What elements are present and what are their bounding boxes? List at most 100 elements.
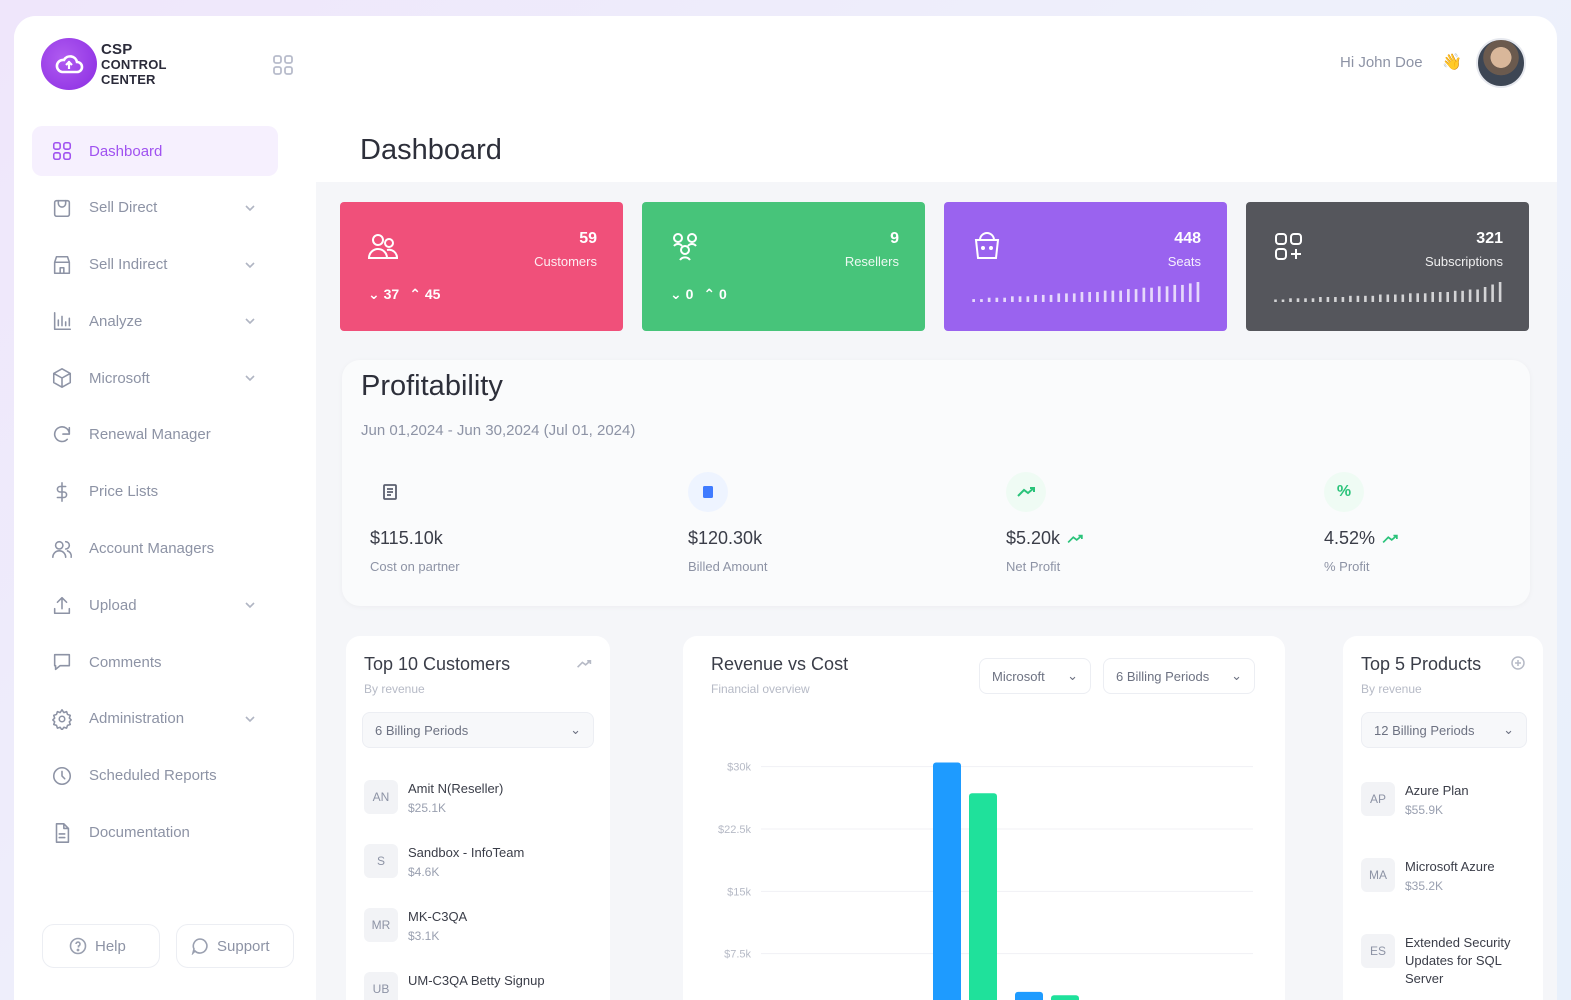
sidebar-item-administration[interactable]: Administration xyxy=(32,694,278,744)
profitability-date-range: Jun 01,2024 - Jun 30,2024 (Jul 01, 2024) xyxy=(361,422,636,439)
sparkline-bar xyxy=(1364,295,1367,302)
sparkline-bar xyxy=(1423,293,1427,302)
box-icon xyxy=(1511,656,1525,670)
list-item[interactable]: AP Azure Plan $55.9K xyxy=(1361,782,1527,817)
subscriptions-card[interactable]: 321 Subscriptions xyxy=(1246,202,1529,331)
sparkline-bar xyxy=(1483,287,1487,302)
sparkline-bar xyxy=(1379,294,1382,302)
sparkline-bar xyxy=(1065,293,1068,302)
dashboard-icon xyxy=(50,139,74,163)
sparkline-bar xyxy=(1326,297,1330,302)
cart-icon xyxy=(50,196,74,220)
user-avatar[interactable] xyxy=(1476,38,1526,88)
customers-icon xyxy=(366,230,400,264)
sparkline-bar xyxy=(1088,292,1091,302)
sparkline-bar xyxy=(1311,298,1315,302)
sidebar-item-label: Comments xyxy=(89,653,162,671)
sparkline-bar xyxy=(1491,284,1494,302)
item-name: Extended Security Updates for SQL Server xyxy=(1405,935,1511,986)
sparkline-bar xyxy=(1165,286,1169,302)
cloud-logo-icon xyxy=(41,38,97,90)
trend-up-icon xyxy=(1067,534,1083,543)
gear-icon xyxy=(50,707,74,731)
item-name: MK-C3QA xyxy=(408,909,468,924)
sidebar-item-sell-indirect[interactable]: Sell Indirect xyxy=(32,240,278,290)
sidebar-item-account-managers[interactable]: Account Managers xyxy=(32,524,278,574)
sidebar-item-analyze[interactable]: Analyze xyxy=(32,296,278,346)
sidebar-item-renewal-manager[interactable]: Renewal Manager xyxy=(32,410,278,460)
resellers-card[interactable]: 9 Resellers ⌄ 0 ⌃ 0 xyxy=(642,202,925,331)
sparkline-bar xyxy=(1188,283,1192,302)
metric-label: % Profit xyxy=(1324,559,1370,574)
initials-avatar: MR xyxy=(364,908,398,942)
customers-card[interactable]: 59 Customers ⌄ 37 ⌃ 45 xyxy=(340,202,623,331)
sidebar-item-sell-direct[interactable]: Sell Direct xyxy=(32,183,278,233)
list-item[interactable]: ES Extended Security Updates for SQL Serv… xyxy=(1361,934,1527,991)
trend-up-icon xyxy=(1382,534,1398,543)
vendor-select[interactable]: Microsoft ⌄ xyxy=(979,658,1091,694)
logo[interactable]: CSP CONTROL CENTER xyxy=(41,38,167,90)
sparkline-bar xyxy=(1142,287,1146,302)
sparkline-bar xyxy=(1150,287,1153,302)
sparkline-bar xyxy=(1003,297,1006,302)
list-item[interactable]: UB UM-C3QA Betty Signup xyxy=(364,972,594,1000)
sparkline-bar xyxy=(1476,289,1479,302)
billing-period-select[interactable]: 6 Billing Periods ⌄ xyxy=(1103,658,1255,694)
top-customers-period-select[interactable]: 6 Billing Periods ⌄ xyxy=(362,712,594,748)
seats-card[interactable]: 448 Seats xyxy=(944,202,1227,331)
sparkline-bar xyxy=(1401,294,1405,302)
wave-icon: 👋 xyxy=(1442,54,1462,71)
chat-icon xyxy=(191,938,208,955)
cube-icon xyxy=(50,366,74,390)
sidebar-item-label: Microsoft xyxy=(89,369,150,387)
item-name: Amit N(Reseller) xyxy=(408,781,504,796)
sidebar-item-scheduled-reports[interactable]: Scheduled Reports xyxy=(32,751,278,801)
subscriptions-icon xyxy=(1272,230,1306,264)
sidebar-item-dashboard[interactable]: Dashboard xyxy=(32,126,278,176)
sidebar-item-upload[interactable]: Upload xyxy=(32,580,278,630)
list-item[interactable]: AN Amit N(Reseller) $25.1K xyxy=(364,780,594,815)
sparkline-bar xyxy=(1371,295,1375,302)
chevron-down-icon xyxy=(244,371,256,383)
apps-grid-icon[interactable] xyxy=(272,54,294,76)
list-item[interactable]: S Sandbox - InfoTeam $4.6K xyxy=(364,844,594,879)
trend-up-icon xyxy=(577,660,592,668)
sparkline-bar xyxy=(1057,293,1061,302)
metric-label: Billed Amount xyxy=(688,559,768,574)
sidebar-item-microsoft[interactable]: Microsoft xyxy=(32,353,278,403)
sparkline-bar xyxy=(1196,282,1200,302)
sparkline-bar xyxy=(1356,295,1360,302)
list-item[interactable]: MR MK-C3QA $3.1K xyxy=(364,908,594,943)
resellers-up: ⌃ 0 xyxy=(703,286,727,302)
initials-avatar: MA xyxy=(1361,858,1395,892)
sidebar-item-documentation[interactable]: Documentation xyxy=(32,808,278,858)
sparkline-bar xyxy=(1409,293,1412,302)
revenue-cost-chart: $30k $22.5k $15k $7.5k xyxy=(718,762,1253,1000)
help-icon xyxy=(69,937,87,955)
sidebar-item-label: Sell Indirect xyxy=(89,256,168,274)
sparkline-bar xyxy=(972,299,975,302)
metric-value: $120.30k xyxy=(688,528,763,548)
item-amount: $55.9K xyxy=(1405,803,1444,817)
sidebar-nav: Dashboard Sell Direct Sell Indirect Analyze… xyxy=(32,126,278,864)
support-button[interactable]: Support xyxy=(176,924,294,968)
y-tick-label: $30k xyxy=(727,762,751,774)
sparkline-bar xyxy=(1349,295,1352,302)
item-name: UM-C3QA Betty Signup xyxy=(408,973,545,988)
seats-label: Seats xyxy=(1167,254,1201,269)
sidebar-item-label: Documentation xyxy=(89,824,190,842)
sparkline-bar xyxy=(1446,292,1449,302)
list-item[interactable]: MA Microsoft Azure $35.2K xyxy=(1361,858,1527,893)
chevron-down-icon: ⌄ xyxy=(570,722,581,737)
sparkline-bar xyxy=(1289,298,1292,302)
help-button[interactable]: Help xyxy=(42,924,160,968)
chevron-down-icon xyxy=(244,314,256,326)
sparkline-bar xyxy=(1026,296,1030,302)
sparkline-bar xyxy=(1461,290,1464,302)
sidebar-item-price-lists[interactable]: Price Lists xyxy=(32,467,278,517)
comment-icon xyxy=(50,650,74,674)
top-products-period-select[interactable]: 12 Billing Periods ⌄ xyxy=(1361,712,1527,748)
sidebar-item-comments[interactable]: Comments xyxy=(32,637,278,687)
sidebar-item-label: Price Lists xyxy=(89,483,159,501)
upload-icon xyxy=(50,593,74,617)
